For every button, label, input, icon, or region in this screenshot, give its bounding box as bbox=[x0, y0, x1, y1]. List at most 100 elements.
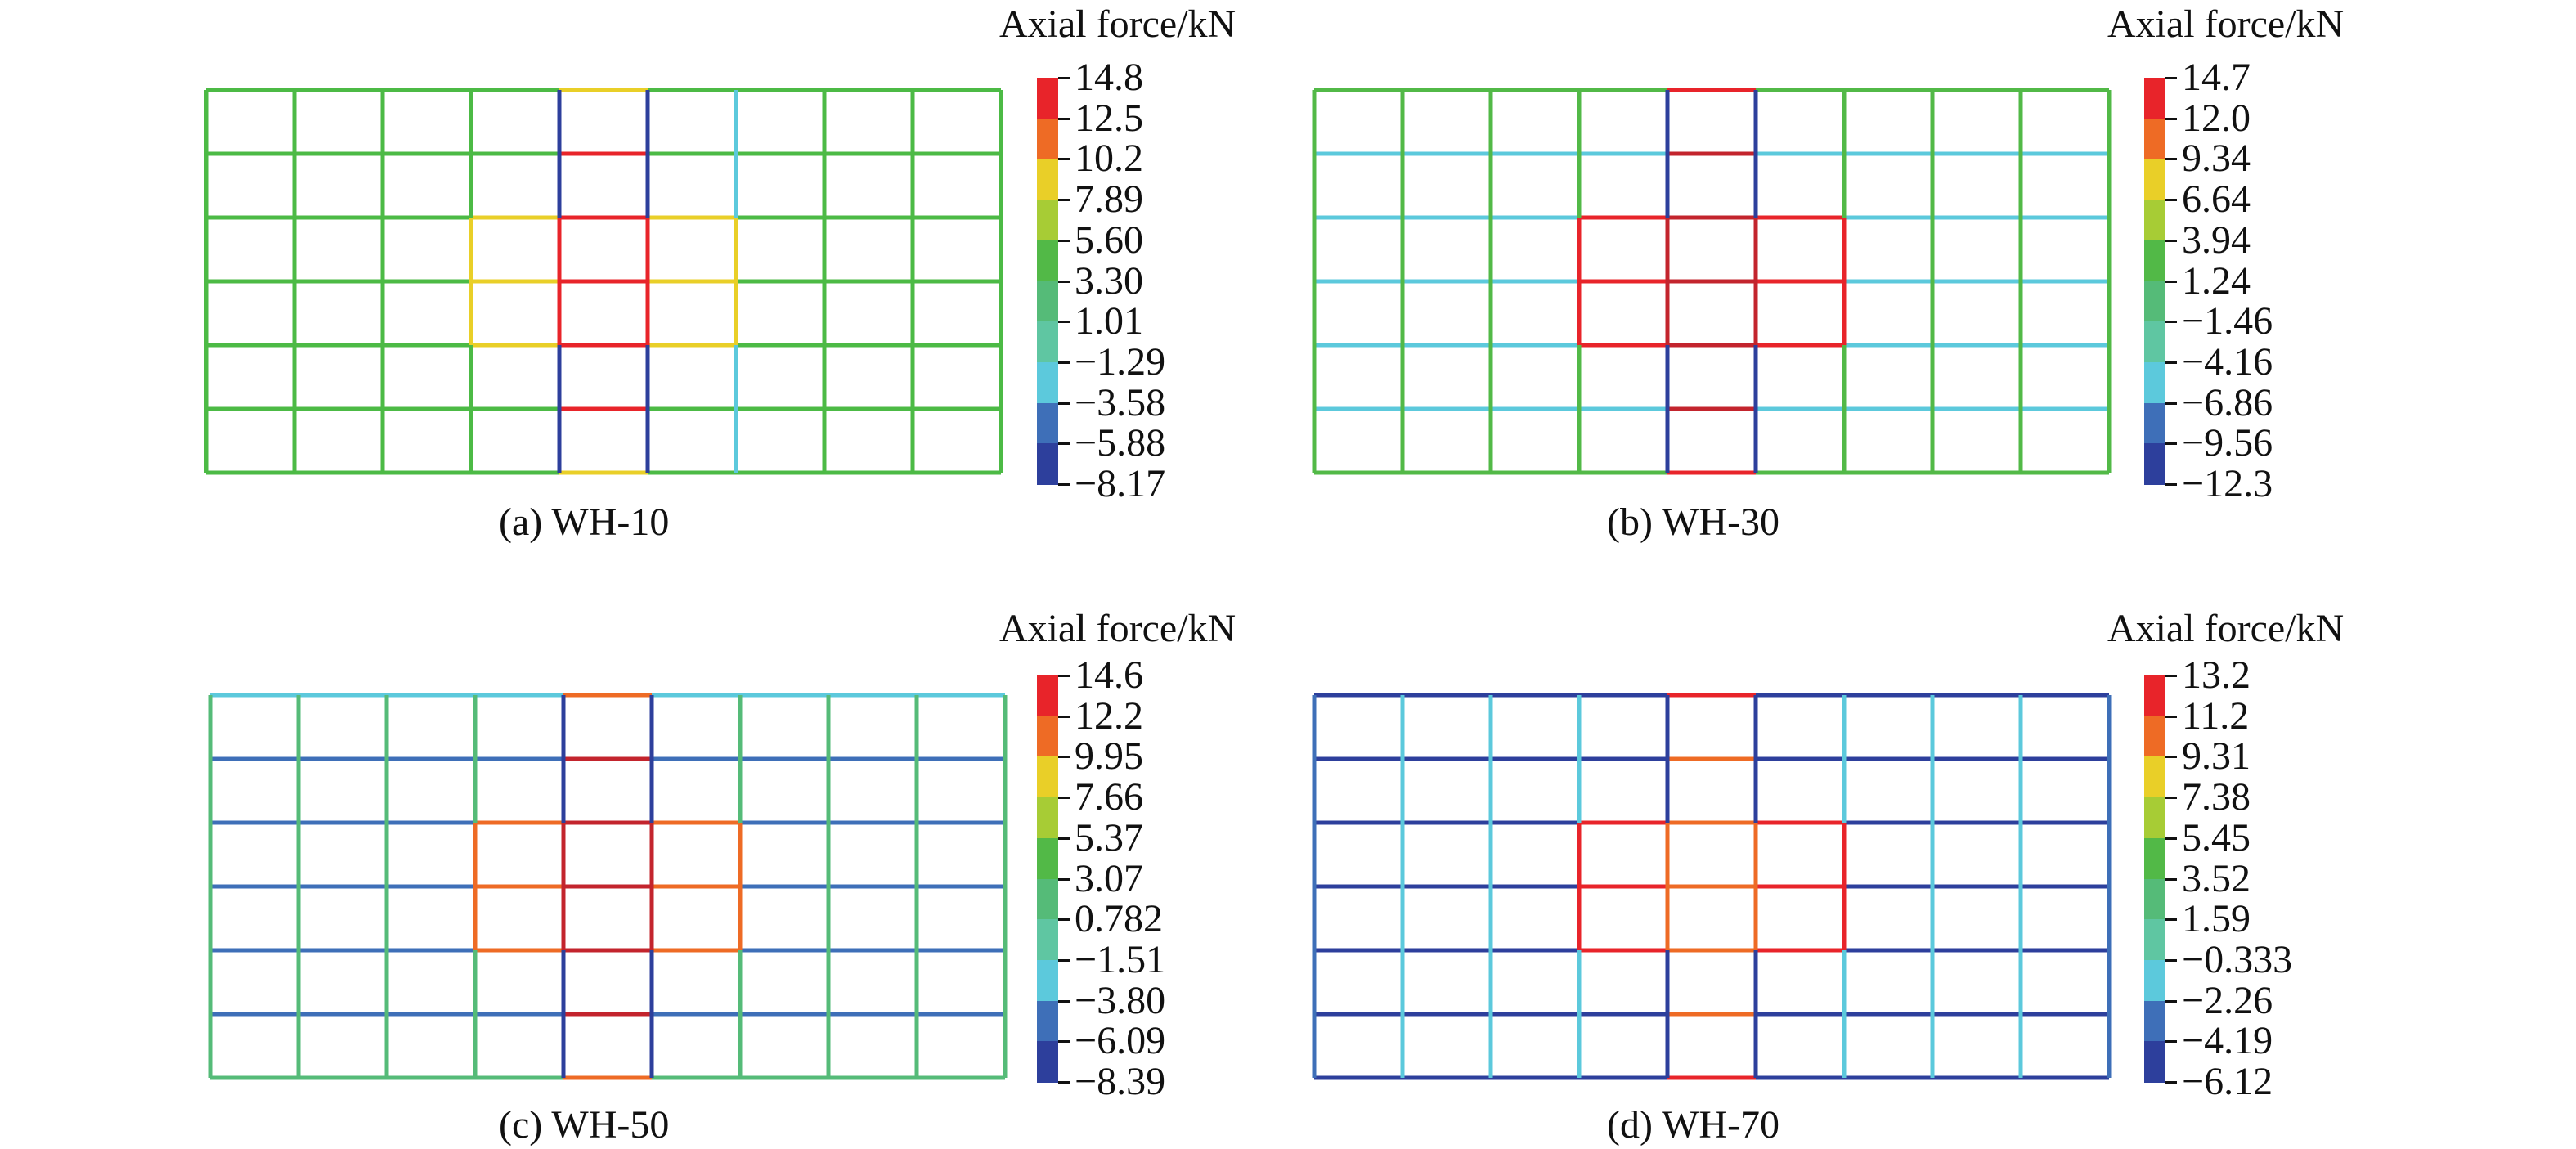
frame-grid bbox=[1312, 88, 2112, 475]
legend-tick bbox=[1058, 958, 1070, 962]
frame-grid bbox=[204, 88, 1003, 475]
legend-swatch bbox=[2144, 797, 2165, 839]
legend-value: −4.16 bbox=[2182, 339, 2273, 384]
legend-swatch bbox=[1037, 200, 1058, 241]
legend-tick bbox=[2165, 280, 2177, 283]
legend-swatch bbox=[1037, 1000, 1058, 1043]
legend-tick bbox=[1058, 321, 1070, 324]
legend-tick bbox=[1058, 1040, 1070, 1044]
legend-tick bbox=[1058, 918, 1070, 922]
legend-value: −12.3 bbox=[2182, 462, 2273, 505]
legend-swatch bbox=[1037, 878, 1058, 921]
legend-swatch bbox=[2144, 443, 2165, 485]
legend-tick bbox=[2165, 715, 2177, 718]
legend-swatch bbox=[1037, 240, 1058, 282]
legend-value: 3.94 bbox=[2182, 218, 2251, 262]
legend-swatch bbox=[2144, 1000, 2165, 1043]
legend-swatch bbox=[1037, 78, 1058, 119]
legend-value: −8.39 bbox=[1075, 1060, 1166, 1103]
legend-swatch bbox=[1037, 159, 1058, 201]
legend-value: −6.86 bbox=[2182, 380, 2273, 424]
legend-tick bbox=[2165, 77, 2177, 79]
legend-value: 6.64 bbox=[2182, 177, 2251, 222]
legend-swatch bbox=[2144, 919, 2165, 961]
legend-value: −3.58 bbox=[1075, 380, 1166, 424]
legend-tick bbox=[1058, 837, 1070, 840]
legend-value: −1.46 bbox=[2182, 299, 2273, 343]
legend-swatch bbox=[1037, 1041, 1058, 1083]
panel-caption: (c) WH-50 bbox=[499, 1103, 670, 1147]
legend-title: Axial force/kN bbox=[999, 2, 1236, 46]
legend-value: 12.0 bbox=[2182, 96, 2251, 140]
panel-caption: (a) WH-10 bbox=[499, 500, 670, 544]
legend-swatch bbox=[1037, 837, 1058, 880]
legend-value: 3.07 bbox=[1075, 856, 1143, 900]
legend-value: −1.29 bbox=[1075, 339, 1166, 384]
legend-value: 7.38 bbox=[2182, 775, 2251, 819]
legend-tick bbox=[2165, 999, 2177, 1003]
legend-swatch bbox=[2144, 878, 2165, 921]
legend-swatch bbox=[2144, 281, 2165, 323]
legend-swatch bbox=[2144, 402, 2165, 445]
legend-tick bbox=[1058, 756, 1070, 759]
legend-swatch bbox=[2144, 361, 2165, 404]
legend-swatch bbox=[2144, 118, 2165, 160]
legend-value: −2.26 bbox=[2182, 978, 2273, 1022]
legend-tick bbox=[2165, 199, 2177, 202]
legend-swatch bbox=[1037, 675, 1058, 717]
legend-value: 14.7 bbox=[2182, 56, 2251, 99]
legend-tick bbox=[1058, 77, 1070, 79]
legend-tick bbox=[2165, 117, 2177, 120]
legend-value: 9.31 bbox=[2182, 734, 2251, 779]
legend-swatch bbox=[2144, 716, 2165, 758]
legend-value: 14.6 bbox=[1075, 653, 1143, 697]
legend-value: 3.52 bbox=[2182, 856, 2251, 900]
legend-tick bbox=[2165, 361, 2177, 364]
panel-caption: (d) WH-70 bbox=[1607, 1103, 1780, 1147]
legend-swatch bbox=[1037, 716, 1058, 758]
legend-tick bbox=[2165, 402, 2177, 405]
legend-value: 3.30 bbox=[1075, 258, 1143, 303]
legend-value: 12.5 bbox=[1075, 96, 1143, 140]
legend-tick bbox=[1058, 715, 1070, 718]
legend-value: −6.09 bbox=[1075, 1019, 1166, 1063]
legend-swatch bbox=[1037, 959, 1058, 1002]
legend-tick bbox=[1058, 280, 1070, 283]
legend-tick bbox=[2165, 321, 2177, 324]
legend-tick bbox=[2165, 877, 2177, 881]
legend-swatch bbox=[1037, 118, 1058, 160]
legend-value: 11.2 bbox=[2182, 693, 2250, 738]
legend-tick bbox=[1058, 361, 1070, 364]
legend-swatch bbox=[1037, 361, 1058, 404]
legend-value: 14.8 bbox=[1075, 56, 1143, 99]
legend-tick bbox=[1058, 117, 1070, 120]
legend-tick bbox=[1058, 239, 1070, 242]
legend-swatch bbox=[2144, 959, 2165, 1002]
legend-tick bbox=[2165, 1040, 2177, 1044]
legend-swatch bbox=[2144, 159, 2165, 201]
legend-value: 1.01 bbox=[1075, 299, 1143, 343]
legend-value: 5.37 bbox=[1075, 815, 1143, 860]
legend-tick bbox=[1058, 483, 1070, 486]
legend-value: 12.2 bbox=[1075, 693, 1143, 738]
legend-tick bbox=[2165, 837, 2177, 840]
legend-swatch bbox=[2144, 756, 2165, 799]
legend-swatch bbox=[1037, 321, 1058, 363]
legend-swatch bbox=[2144, 240, 2165, 282]
legend-tick bbox=[1058, 999, 1070, 1003]
legend-swatch bbox=[1037, 756, 1058, 799]
legend-tick bbox=[1058, 199, 1070, 202]
legend-value: −6.12 bbox=[2182, 1060, 2273, 1103]
legend-tick bbox=[1058, 797, 1070, 800]
legend-swatch bbox=[2144, 200, 2165, 241]
legend-value: 9.95 bbox=[1075, 734, 1143, 779]
legend-value: 5.60 bbox=[1075, 218, 1143, 262]
legend-tick bbox=[2165, 442, 2177, 446]
legend-swatch bbox=[2144, 675, 2165, 717]
legend-tick bbox=[1058, 402, 1070, 405]
legend-tick bbox=[1058, 158, 1070, 161]
legend-swatch bbox=[1037, 281, 1058, 323]
legend-title: Axial force/kN bbox=[2107, 607, 2345, 650]
legend-tick bbox=[1058, 675, 1070, 677]
legend-tick bbox=[2165, 958, 2177, 962]
